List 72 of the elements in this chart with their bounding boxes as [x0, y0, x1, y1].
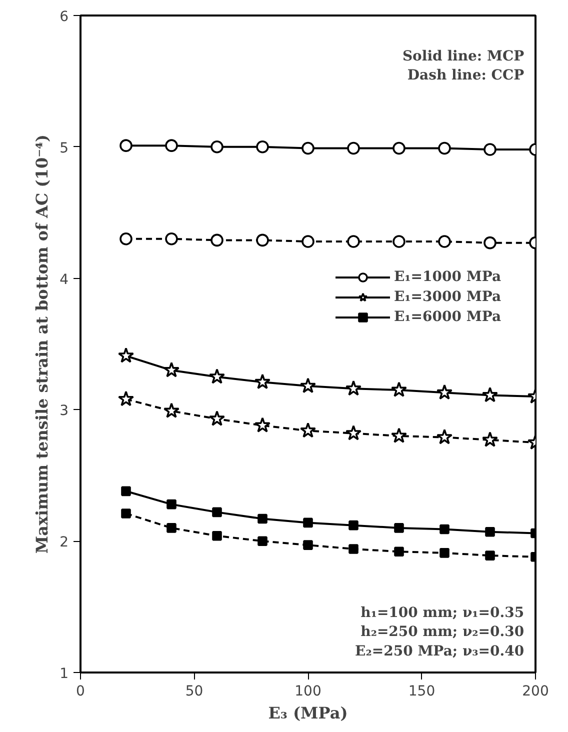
- point: [345, 424, 362, 440]
- point: [394, 546, 404, 557]
- point: [485, 527, 495, 537]
- point: [212, 507, 222, 518]
- point: [484, 236, 496, 250]
- point: [438, 142, 451, 155]
- point: [303, 540, 313, 550]
- point: [300, 422, 316, 438]
- point: [303, 518, 313, 528]
- point: [121, 486, 131, 496]
- point: [300, 378, 316, 394]
- point: [208, 368, 226, 384]
- point: [166, 499, 176, 510]
- point: [302, 235, 314, 248]
- point: [348, 520, 358, 530]
- point: [394, 523, 404, 533]
- point: [118, 390, 134, 406]
- point: [212, 530, 222, 541]
- y-tick-label: 4: [60, 272, 69, 288]
- y-tick-label: 1: [60, 666, 69, 682]
- x-tick-label: 100: [294, 684, 322, 700]
- point: [482, 432, 498, 447]
- point: [210, 234, 224, 247]
- point: [121, 508, 131, 518]
- point: [210, 140, 224, 154]
- point: [347, 142, 360, 155]
- x-tick-label: 50: [185, 684, 204, 700]
- point: [208, 410, 226, 426]
- point: [440, 524, 450, 534]
- point: [436, 428, 453, 444]
- point: [256, 140, 269, 154]
- annotation: h₁=100 mm; ν₁=0.35 h₂=250 mm; ν₂=0.30 E₂=250 MPa; ν₃=0.40: [355, 604, 524, 660]
- point: [258, 536, 268, 546]
- point: [438, 235, 451, 248]
- point: [254, 374, 271, 390]
- x-tick-label: 0: [76, 684, 85, 700]
- annotation: Solid line: MCP Dash line: CCP: [402, 48, 525, 84]
- legend-label: E₁=3000 MPa: [394, 289, 502, 305]
- point: [345, 380, 362, 396]
- point: [392, 235, 406, 248]
- y-tick-label: 3: [60, 403, 69, 420]
- y-tick-label: 6: [60, 9, 69, 25]
- point: [436, 384, 453, 400]
- point: [254, 417, 271, 432]
- point: [302, 142, 314, 155]
- point: [163, 362, 180, 378]
- point: [165, 139, 178, 152]
- point: [256, 234, 269, 247]
- legend-label: E₁=6000 MPa: [394, 309, 502, 325]
- point: [120, 139, 132, 152]
- point: [482, 386, 498, 402]
- point: [120, 232, 132, 246]
- x-axis-title: E₃ (MPa): [268, 704, 348, 722]
- legend-label: E₁=1000 MPa: [394, 269, 502, 285]
- point: [390, 428, 408, 443]
- x-tick-label: 150: [408, 684, 436, 700]
- point: [165, 232, 178, 246]
- y-tick-label: 5: [60, 140, 69, 156]
- point: [390, 382, 408, 397]
- y-tick-label: 2: [60, 534, 69, 551]
- point: [392, 142, 406, 155]
- x-tick-label: 200: [522, 684, 549, 700]
- point: [166, 523, 176, 533]
- point: [348, 544, 358, 554]
- point: [485, 550, 495, 560]
- point: [347, 235, 360, 248]
- point: [484, 143, 496, 156]
- point: [440, 548, 450, 558]
- point: [163, 402, 180, 418]
- point: [258, 514, 268, 524]
- point: [118, 347, 134, 363]
- y-axis-title: Maximum tensile strain at bottom of AC (10⁻⁴): [32, 134, 52, 554]
